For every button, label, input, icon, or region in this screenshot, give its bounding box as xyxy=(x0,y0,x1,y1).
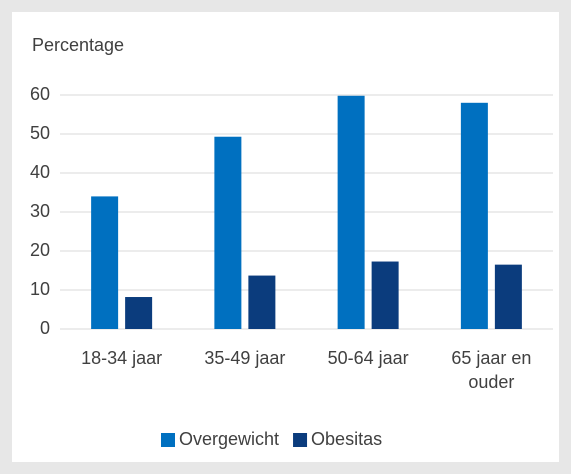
y-tick-label: 60 xyxy=(30,84,50,104)
bar xyxy=(337,95,365,329)
x-tick-label: 35-49 jaar xyxy=(204,348,286,368)
y-tick-label: 30 xyxy=(30,201,50,221)
y-tick-label: 40 xyxy=(30,162,50,182)
y-tick-label: 10 xyxy=(30,279,50,299)
bar xyxy=(494,264,522,329)
bar xyxy=(214,136,242,329)
chart-title: Percentage xyxy=(32,35,124,55)
legend-label: Obesitas xyxy=(311,429,382,449)
x-tick-label: 65 jaar en ouder xyxy=(451,348,532,392)
y-tick-label: 20 xyxy=(30,240,50,260)
x-tick-label: 18-34 jaar xyxy=(81,348,163,368)
legend-label: Overgewicht xyxy=(179,429,279,449)
x-tick-label: 50-64 jaar xyxy=(327,348,409,368)
legend-swatch xyxy=(161,433,175,447)
bar xyxy=(371,261,399,329)
bar xyxy=(91,196,119,329)
y-tick-label: 50 xyxy=(30,123,50,143)
legend-swatch xyxy=(293,433,308,447)
bar xyxy=(248,275,276,329)
bar xyxy=(460,102,488,329)
bar xyxy=(125,297,153,329)
y-tick-label: 0 xyxy=(40,318,50,338)
